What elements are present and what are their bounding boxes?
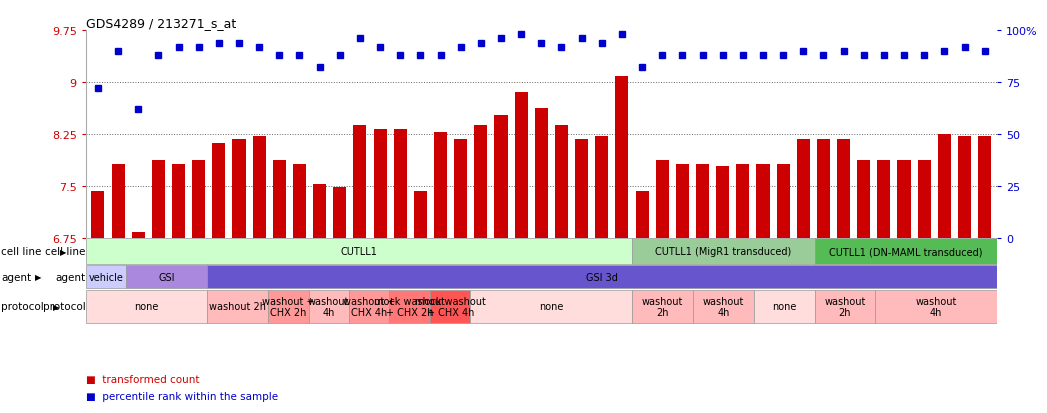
- Text: ■  percentile rank within the sample: ■ percentile rank within the sample: [86, 391, 279, 401]
- Bar: [632, 290, 693, 323]
- Text: none: none: [539, 301, 563, 312]
- Text: protocol: protocol: [1, 301, 44, 312]
- Text: washout
4h: washout 4h: [915, 296, 957, 318]
- Text: GSI: GSI: [158, 272, 175, 282]
- Bar: [232, 140, 246, 238]
- Text: agent: agent: [55, 272, 86, 282]
- Bar: [394, 130, 407, 238]
- Text: washout
4h: washout 4h: [703, 296, 744, 318]
- Bar: [555, 126, 569, 238]
- Bar: [494, 116, 508, 238]
- Bar: [655, 160, 669, 238]
- Bar: [958, 137, 971, 238]
- Bar: [756, 164, 770, 238]
- Bar: [112, 164, 125, 238]
- Bar: [754, 290, 815, 323]
- Bar: [616, 77, 628, 238]
- Bar: [696, 164, 709, 238]
- Bar: [716, 167, 729, 238]
- Text: CUTLL1 (DN-MAML transduced): CUTLL1 (DN-MAML transduced): [829, 247, 982, 257]
- Bar: [736, 164, 750, 238]
- Bar: [777, 164, 789, 238]
- Bar: [333, 188, 347, 238]
- Bar: [875, 290, 997, 323]
- Bar: [309, 290, 349, 323]
- Text: GSI 3d: GSI 3d: [586, 272, 618, 282]
- Bar: [938, 135, 951, 238]
- Bar: [389, 290, 430, 323]
- Text: protocol: protocol: [43, 301, 86, 312]
- Bar: [632, 239, 815, 265]
- Text: washout +
CHX 4h: washout + CHX 4h: [343, 296, 396, 318]
- Bar: [693, 290, 754, 323]
- Bar: [152, 160, 165, 238]
- Bar: [636, 192, 648, 238]
- Bar: [817, 140, 830, 238]
- Bar: [374, 130, 386, 238]
- Text: ■  transformed count: ■ transformed count: [86, 374, 199, 384]
- Text: vehicle: vehicle: [89, 272, 124, 282]
- Bar: [132, 233, 144, 238]
- Bar: [86, 290, 207, 323]
- Text: washout
2h: washout 2h: [642, 296, 684, 318]
- Text: ▶: ▶: [60, 247, 66, 256]
- Text: cell line: cell line: [1, 247, 42, 257]
- Bar: [414, 192, 427, 238]
- Bar: [207, 290, 268, 323]
- Text: mock washout
+ CHX 4h: mock washout + CHX 4h: [415, 296, 486, 318]
- Text: washout
4h: washout 4h: [308, 296, 350, 318]
- Bar: [349, 290, 389, 323]
- Bar: [877, 160, 890, 238]
- Bar: [127, 266, 207, 289]
- Bar: [797, 140, 809, 238]
- Bar: [454, 140, 467, 238]
- Text: ▶: ▶: [35, 273, 41, 282]
- Bar: [535, 109, 548, 238]
- Text: GDS4289 / 213271_s_at: GDS4289 / 213271_s_at: [86, 17, 237, 30]
- Bar: [252, 137, 266, 238]
- Bar: [354, 126, 366, 238]
- Text: agent: agent: [1, 272, 31, 282]
- Bar: [978, 137, 992, 238]
- Bar: [474, 126, 488, 238]
- Bar: [435, 133, 447, 238]
- Text: cell line: cell line: [45, 247, 86, 257]
- Bar: [815, 239, 997, 265]
- Text: none: none: [134, 301, 159, 312]
- Bar: [857, 160, 870, 238]
- Bar: [575, 140, 588, 238]
- Bar: [313, 185, 327, 238]
- Bar: [897, 160, 911, 238]
- Text: washout +
CHX 2h: washout + CHX 2h: [262, 296, 314, 318]
- Bar: [430, 290, 470, 323]
- Text: CUTLL1 (MigR1 transduced): CUTLL1 (MigR1 transduced): [655, 247, 792, 257]
- Bar: [213, 144, 225, 238]
- Text: washout
2h: washout 2h: [824, 296, 866, 318]
- Bar: [675, 164, 689, 238]
- Bar: [172, 164, 185, 238]
- Bar: [917, 160, 931, 238]
- Bar: [207, 266, 997, 289]
- Bar: [837, 140, 850, 238]
- Bar: [470, 290, 632, 323]
- Text: mock washout
+ CHX 2h: mock washout + CHX 2h: [374, 296, 445, 318]
- Bar: [815, 290, 875, 323]
- Bar: [268, 290, 309, 323]
- Bar: [91, 192, 105, 238]
- Bar: [193, 160, 205, 238]
- Text: CUTLL1: CUTLL1: [340, 247, 378, 257]
- Bar: [595, 137, 608, 238]
- Text: washout 2h: washout 2h: [209, 301, 266, 312]
- Bar: [86, 266, 127, 289]
- Bar: [86, 239, 632, 265]
- Text: ▶: ▶: [53, 302, 60, 311]
- Text: none: none: [772, 301, 797, 312]
- Bar: [514, 93, 528, 238]
- Bar: [273, 160, 286, 238]
- Bar: [293, 164, 306, 238]
